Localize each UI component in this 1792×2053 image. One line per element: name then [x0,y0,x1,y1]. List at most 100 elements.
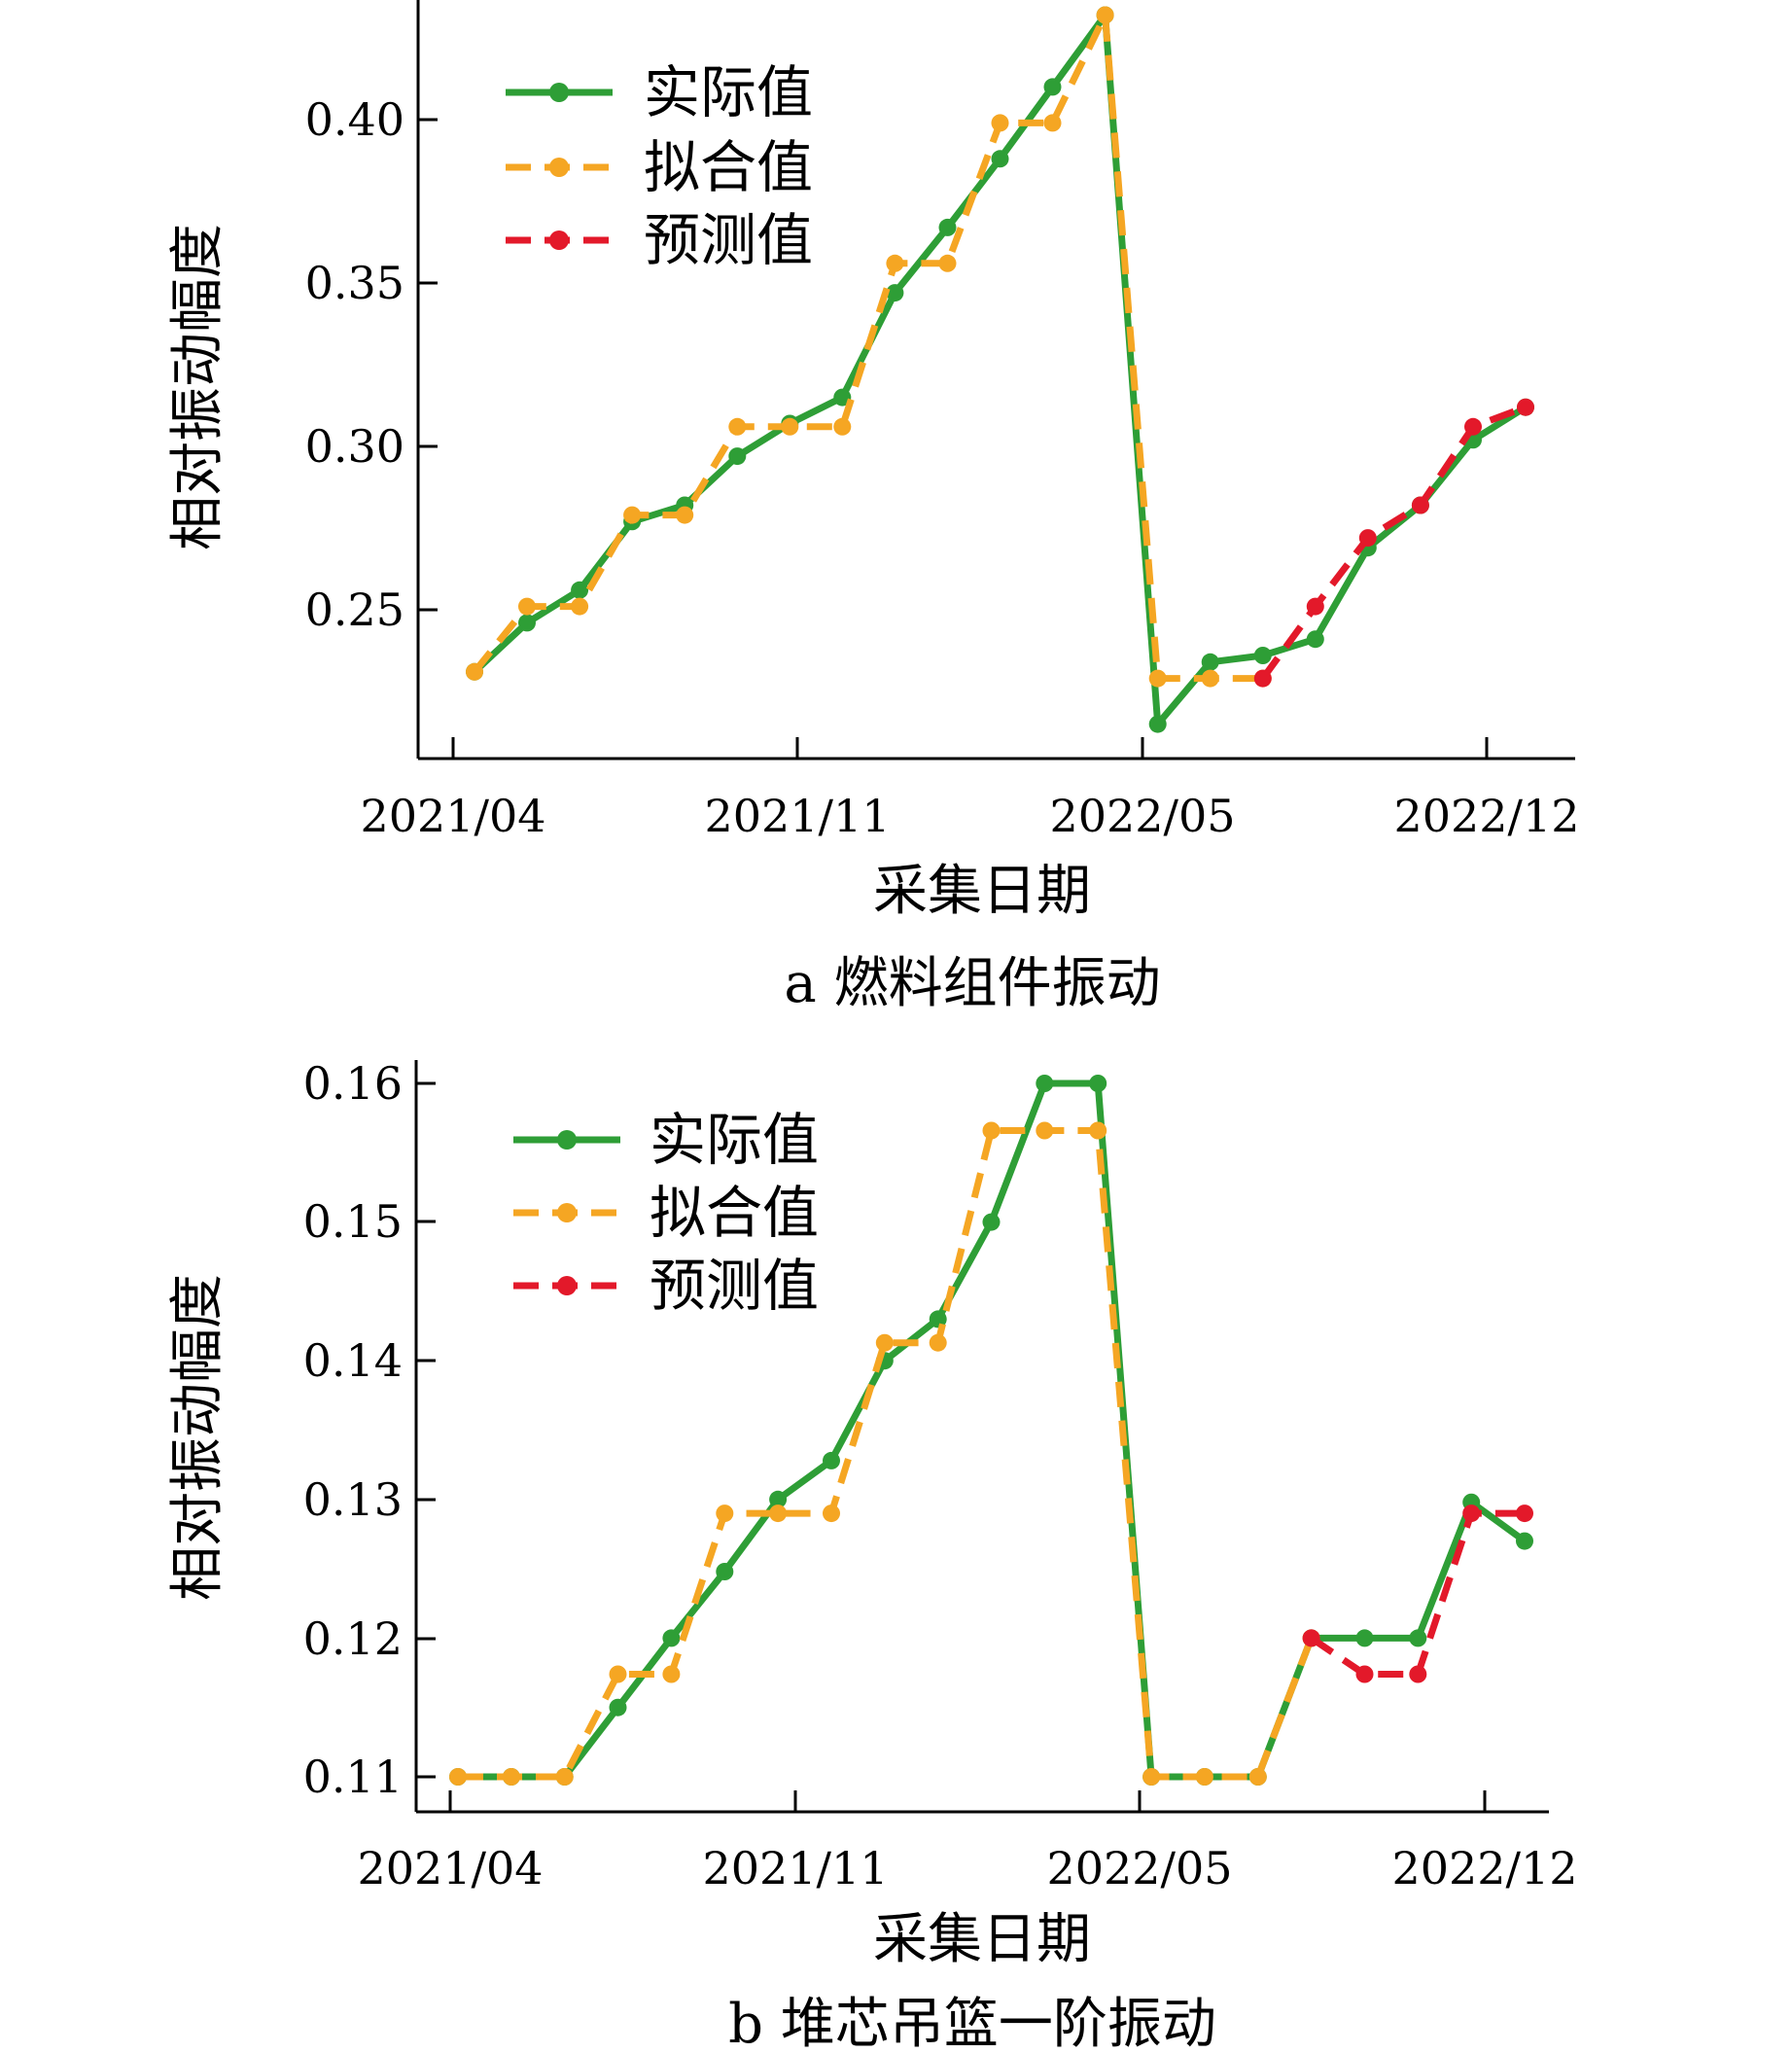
data-point-actual [938,218,957,236]
data-point-predicted [1355,1665,1374,1683]
data-point-fitted [676,506,694,524]
x-tick-label: 2021/11 [704,790,890,842]
legend-label: 预测值 [644,207,813,273]
data-point-predicted [1358,529,1377,548]
data-point-actual [769,1490,788,1508]
data-point-fitted [571,597,589,616]
legend-label: 拟合值 [650,1180,819,1246]
data-point-actual [833,388,852,407]
data-point-predicted [1411,496,1429,514]
y-tick-label: 0.14 [303,1334,403,1387]
data-point-actual [1043,78,1062,96]
data-point-actual [1253,647,1272,664]
data-point-actual [1409,1629,1427,1647]
data-point-fitted [1248,1768,1267,1786]
data-point-fitted [1201,669,1219,688]
data-point-fitted [1142,1768,1161,1786]
legend-label: 预测值 [650,1253,819,1319]
data-point-actual [1201,653,1219,671]
data-point-fitted [662,1665,681,1683]
legend-label: 实际值 [644,59,813,125]
x-tick-label: 2021/04 [360,790,545,842]
series-line-predicted [1309,1509,1525,1678]
legend-marker [557,1203,577,1222]
data-point-fitted [875,1333,894,1352]
data-point-actual [982,1213,1001,1231]
data-point-fitted [886,254,904,272]
data-point-fitted [716,1504,734,1523]
data-point-fitted [1036,1121,1054,1140]
y-axis-title: 相对振动幅度 [166,1274,229,1601]
x-tick-label: 2022/12 [1393,790,1579,842]
data-point-fitted [466,662,483,681]
data-point-actual [886,284,904,302]
data-point-fitted [781,417,799,436]
data-point-fitted [502,1768,520,1786]
y-tick-label: 0.11 [303,1751,403,1803]
data-point-fitted [991,114,1009,132]
data-point-actual [1036,1075,1054,1092]
y-tick-label: 0.25 [305,584,404,636]
data-point-fitted [833,417,852,436]
data-point-fitted [769,1504,788,1523]
legend-label: 实际值 [650,1107,819,1173]
data-point-actual [823,1451,840,1469]
data-point-predicted [1517,398,1534,416]
data-point-fitted [623,506,642,524]
data-point-actual [1306,630,1324,649]
data-point-fitted [1089,1121,1107,1140]
data-point-actual [1516,1532,1533,1550]
data-point-actual [929,1310,947,1328]
data-point-actual [571,581,589,599]
data-point-fitted [728,417,747,436]
y-tick-label: 0.15 [303,1195,403,1248]
data-point-predicted [1409,1665,1427,1683]
y-tick-label: 0.12 [303,1612,403,1665]
data-point-predicted [1516,1504,1533,1523]
chart-b: 0.11 0.12 0.13 0.14 0.15 0.16 2021/04 2021/11 20… [166,1057,1578,2053]
y-axis-title: 相对振动幅度 [166,224,229,550]
x-axis-title: 采集日期 [873,860,1091,923]
data-point-fitted [1195,1768,1213,1786]
chart-caption: a 燃料组件振动 [784,952,1160,1015]
data-point-actual [1355,1629,1374,1647]
x-tick-label: 2022/12 [1391,1842,1577,1894]
data-point-actual [1148,715,1167,733]
y-tick-label: 0.30 [305,420,404,473]
data-point-fitted [1043,114,1062,132]
series-line-predicted [1259,404,1528,681]
x-tick-label: 2021/04 [357,1842,543,1894]
legend-marker [557,1130,577,1150]
series-line-fitted [472,12,1263,683]
legend-marker [557,1276,577,1295]
data-point-fitted [449,1768,467,1786]
y-tick-label: 0.35 [305,257,404,309]
x-tick-label: 2022/05 [1046,1842,1232,1894]
data-point-actual [991,150,1009,168]
chart-a: 0.25 0.30 0.35 0.40 2021/04 2021/11 2022/05 202… [166,0,1580,1015]
data-point-predicted [1462,1504,1481,1523]
data-point-fitted [555,1768,574,1786]
data-point-actual [609,1698,627,1717]
data-point-fitted [938,254,957,272]
x-tick-label: 2021/11 [702,1842,888,1894]
data-point-actual [662,1629,681,1647]
data-point-predicted [1464,417,1482,436]
y-tick-label: 0.13 [303,1473,403,1526]
data-point-predicted [1253,669,1272,688]
data-point-fitted [609,1665,627,1683]
data-point-actual [518,614,536,632]
y-tick-label: 0.40 [305,93,404,146]
data-point-predicted [1302,1629,1320,1647]
data-point-predicted [1306,597,1324,616]
data-point-actual [728,447,747,466]
legend-marker [549,230,569,250]
data-point-fitted [1148,669,1167,688]
x-tick-label: 2022/05 [1049,790,1235,842]
series-line-fitted [458,1127,1315,1781]
legend-marker [549,158,569,177]
legend-label: 拟合值 [644,134,813,200]
data-point-fitted [1096,6,1114,24]
data-point-actual [1089,1075,1107,1092]
